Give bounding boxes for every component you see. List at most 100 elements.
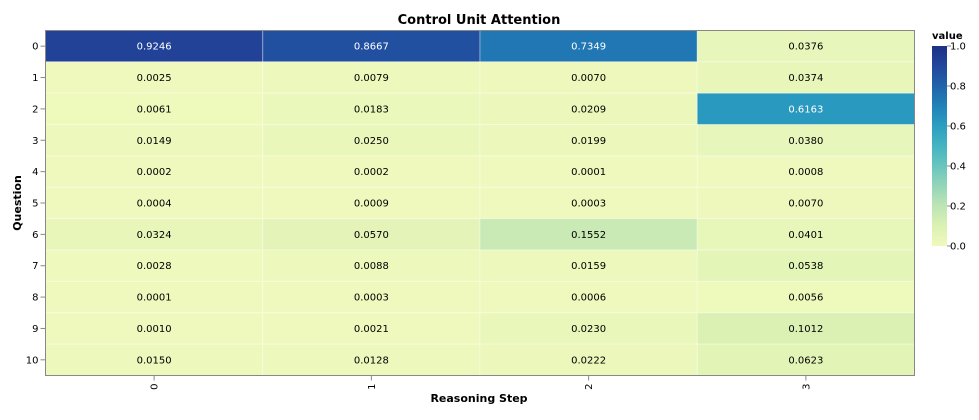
y-axis-title: Question xyxy=(11,175,24,231)
cell-value-label: 0.0002 xyxy=(137,167,172,178)
heatmap-cell xyxy=(45,218,264,251)
heatmap-cell xyxy=(45,30,264,63)
cell-value-label: 0.0006 xyxy=(571,293,606,304)
cell-value-label: 0.0324 xyxy=(137,230,172,241)
legend-tick-label: 0.0 xyxy=(950,242,966,253)
y-tick-label: 3 xyxy=(32,136,38,147)
heatmap-cell xyxy=(45,312,264,345)
legend-tick-label: 0.4 xyxy=(950,162,966,173)
y-tick-label: 0 xyxy=(32,42,38,53)
y-axis: 0 1 2 3 4 5 6 7 8 9 10 xyxy=(26,42,46,366)
heatmap-cell xyxy=(262,30,481,63)
cell-value-label: 0.0001 xyxy=(571,167,606,178)
heatmap-cell xyxy=(262,343,481,376)
cell-value-label: 0.0209 xyxy=(571,104,606,115)
x-axis-title: Reasoning Step xyxy=(430,392,527,405)
heatmap-cell xyxy=(696,124,915,157)
x-tick-label: 2 xyxy=(584,384,595,390)
y-tick-label: 8 xyxy=(32,293,38,304)
legend-title: value xyxy=(932,31,963,42)
legend-tick-label: 0.6 xyxy=(950,122,966,133)
heatmap-cell xyxy=(696,280,915,314)
cell-value-label: 0.0150 xyxy=(137,355,172,366)
cell-value-label: 0.7349 xyxy=(571,42,606,53)
cell-value-label: 0.0008 xyxy=(788,167,823,178)
legend-tick-label: 1.0 xyxy=(950,42,966,53)
x-tick-label: 3 xyxy=(801,384,812,390)
y-tick-label: 5 xyxy=(32,199,38,210)
y-tick-label: 9 xyxy=(32,324,38,335)
y-tick-label: 7 xyxy=(32,261,38,272)
y-tick-label: 2 xyxy=(32,104,38,115)
cell-value-label: 0.0061 xyxy=(137,104,172,115)
heatmap-cell xyxy=(262,124,481,157)
cell-value-label: 0.0021 xyxy=(354,324,389,335)
cell-value-label: 0.0004 xyxy=(137,199,172,210)
cell-value-label: 0.0070 xyxy=(788,199,823,210)
cell-value-label: 0.0028 xyxy=(137,261,172,272)
cell-value-label: 0.0003 xyxy=(354,293,389,304)
cell-value-label: 0.8667 xyxy=(354,42,389,53)
cell-value-label: 0.0230 xyxy=(571,324,606,335)
cell-value-label: 0.0380 xyxy=(788,136,823,147)
legend-gradient-bar xyxy=(932,46,947,246)
cell-value-label: 0.0159 xyxy=(571,261,606,272)
heatmap-cell xyxy=(45,249,264,282)
cell-value-label: 0.0001 xyxy=(137,293,172,304)
cell-value-label: 0.0623 xyxy=(788,355,823,366)
cell-value-label: 0.0003 xyxy=(571,199,606,210)
cell-value-label: 0.0401 xyxy=(788,230,823,241)
cell-value-label: 0.6163 xyxy=(788,104,823,115)
color-legend: value 0.0 0.2 0.4 0.6 0.8 1.0 xyxy=(932,31,966,253)
heatmap-cell xyxy=(696,218,915,251)
cell-value-label: 0.0010 xyxy=(137,324,172,335)
cell-value-label: 0.0199 xyxy=(571,136,606,147)
cell-value-label: 0.0538 xyxy=(788,261,823,272)
y-tick-label: 10 xyxy=(26,355,39,366)
heatmap-cell xyxy=(262,186,481,220)
heatmap-cell xyxy=(479,249,698,282)
x-axis: 0 1 2 3 xyxy=(150,375,812,390)
heatmap-cell xyxy=(262,155,481,188)
cell-value-label: 0.0374 xyxy=(788,73,823,84)
heatmap-cell xyxy=(479,218,698,251)
heatmap-cells: 0.9246 0.8667 0.7349 0.0376 0.0025 0.0079 0.00… xyxy=(45,30,915,376)
heatmap-cell xyxy=(696,61,915,94)
heatmap-cell xyxy=(479,312,698,345)
legend-tick-label: 0.2 xyxy=(950,202,966,213)
cell-value-label: 0.0070 xyxy=(571,73,606,84)
y-tick-label: 6 xyxy=(32,230,38,241)
heatmap-cell xyxy=(45,186,264,220)
cell-value-label: 0.0183 xyxy=(354,104,389,115)
cell-value-label: 0.0088 xyxy=(354,261,389,272)
legend-ticks: 0.0 0.2 0.4 0.6 0.8 1.0 xyxy=(947,42,966,253)
heatmap-cell xyxy=(696,155,915,188)
heatmap-cell xyxy=(696,92,915,126)
cell-value-label: 0.0570 xyxy=(354,230,389,241)
heatmap-cell xyxy=(262,61,481,94)
cell-value-label: 0.0002 xyxy=(354,167,389,178)
x-tick-label: 0 xyxy=(150,384,161,390)
heatmap-cell xyxy=(696,312,915,345)
cell-value-label: 0.9246 xyxy=(137,42,172,53)
heatmap-cell xyxy=(479,186,698,220)
heatmap-cell xyxy=(262,92,481,126)
heatmap-cell xyxy=(479,343,698,376)
cell-value-label: 0.1012 xyxy=(788,324,823,335)
cell-value-label: 0.0079 xyxy=(354,73,389,84)
cell-value-label: 0.0056 xyxy=(788,293,823,304)
cell-value-label: 0.0009 xyxy=(354,199,389,210)
cell-value-label: 0.0149 xyxy=(137,136,172,147)
cell-value-label: 0.0025 xyxy=(137,73,172,84)
chart-title: Control Unit Attention xyxy=(398,13,561,28)
y-tick-label: 4 xyxy=(32,167,38,178)
y-tick-label: 1 xyxy=(32,73,38,84)
cell-value-label: 0.0250 xyxy=(354,136,389,147)
heatmap-cell xyxy=(479,155,698,188)
cell-value-label: 0.0128 xyxy=(354,355,389,366)
x-tick-label: 1 xyxy=(367,384,378,390)
cell-value-label: 0.0376 xyxy=(788,42,823,53)
cell-value-label: 0.1552 xyxy=(571,230,606,241)
cell-value-label: 0.0222 xyxy=(571,355,606,366)
